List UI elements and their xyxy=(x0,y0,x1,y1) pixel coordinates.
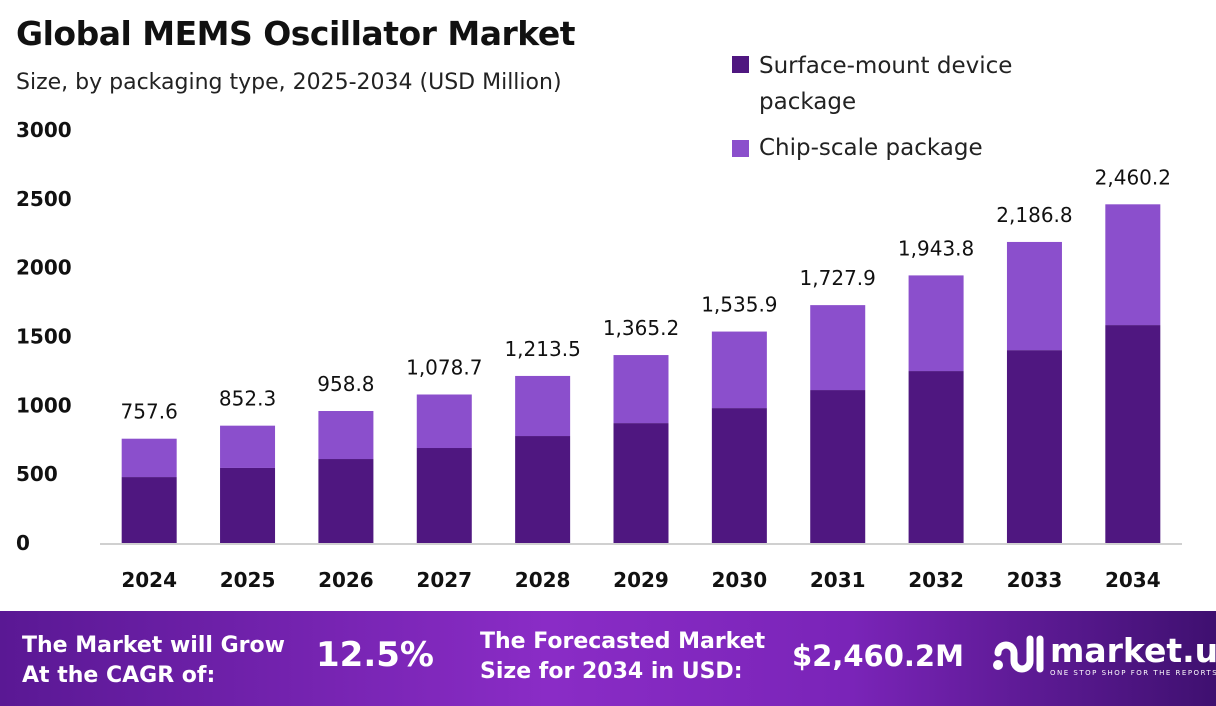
data-label: 852.3 xyxy=(219,387,276,411)
cagr-label-line: The Market will Grow xyxy=(22,633,285,658)
cagr-value: 12.5% xyxy=(316,635,434,675)
bar-segment-smd xyxy=(515,436,571,543)
y-tick-label: 0 xyxy=(16,531,30,555)
y-tick-label: 2000 xyxy=(16,256,72,280)
chart-subtitle: Size, by packaging type, 2025-2034 (USD … xyxy=(16,70,562,95)
logo-name: market.us xyxy=(1050,631,1216,670)
forecast-value: $2,460.2M xyxy=(792,639,964,673)
x-tick-label: 2031 xyxy=(810,568,866,592)
y-tick-label: 1500 xyxy=(16,325,72,349)
x-tick-label: 2026 xyxy=(318,568,374,592)
legend-label: Surface-mount device package xyxy=(759,53,1013,115)
forecast-label-line: Size for 2034 in USD: xyxy=(480,659,743,684)
legend-item-csp: Chip-scale package xyxy=(732,132,1059,164)
logo-tagline: ONE STOP SHOP FOR THE REPORTS xyxy=(1050,669,1216,677)
x-tick-label: 2033 xyxy=(1007,568,1063,592)
data-label: 2,460.2 xyxy=(1095,165,1171,189)
bar-segment-smd xyxy=(1105,325,1161,543)
bar-segment-smd xyxy=(908,371,964,543)
y-tick-label: 3000 xyxy=(16,118,72,142)
bar-segment-smd xyxy=(810,390,866,543)
data-label: 1,943.8 xyxy=(898,236,974,260)
bar-segment-csp xyxy=(1006,241,1062,351)
cagr-label-line: At the CAGR of: xyxy=(22,663,216,688)
bar-segment-smd xyxy=(220,467,276,543)
bar-segment-csp xyxy=(908,275,964,372)
summary-banner: The Market will Grow At the CAGR of: 12.5… xyxy=(0,611,1216,706)
legend-swatch xyxy=(732,56,749,73)
bar-segment-csp xyxy=(515,375,571,437)
bar-segment-smd xyxy=(1006,350,1062,543)
data-label: 2,186.8 xyxy=(996,203,1072,227)
bar-segment-smd xyxy=(121,477,177,543)
data-label: 1,213.5 xyxy=(504,337,580,361)
bar-segment-csp xyxy=(220,425,276,468)
x-tick-label: 2027 xyxy=(416,568,472,592)
forecast-label: The Forecasted Market Size for 2034 in US… xyxy=(480,627,765,687)
y-tick-label: 1000 xyxy=(16,393,72,417)
x-tick-label: 2032 xyxy=(908,568,964,592)
y-tick-label: 2500 xyxy=(16,187,72,211)
forecast-label-line: The Forecasted Market xyxy=(480,629,766,654)
x-tick-label: 2028 xyxy=(515,568,571,592)
cagr-label: The Market will Grow At the CAGR of: xyxy=(22,631,285,691)
x-tick-label: 2034 xyxy=(1105,568,1161,592)
bar-segment-smd xyxy=(711,408,767,543)
x-tick-label: 2030 xyxy=(712,568,768,592)
bar-segment-smd xyxy=(416,448,472,543)
bar-segment-csp xyxy=(711,331,767,409)
bar-segment-smd xyxy=(318,459,374,543)
legend: Surface-mount device package Chip-scale … xyxy=(732,48,1059,176)
x-tick-label: 2029 xyxy=(613,568,669,592)
bar-segment-csp xyxy=(416,394,472,449)
legend-swatch xyxy=(732,140,749,157)
plot-area: 0 500 1000 1500 2000 2500 3000 757.6 2024 852.3 20… xyxy=(16,118,1182,592)
x-tick-label: 2025 xyxy=(220,568,276,592)
data-label: 757.6 xyxy=(121,400,178,424)
bar-segment-csp xyxy=(810,305,866,391)
data-label: 1,727.9 xyxy=(800,266,876,290)
data-label: 1,535.9 xyxy=(701,293,777,317)
y-tick-label: 500 xyxy=(16,462,58,486)
legend-item-smd: Surface-mount device package xyxy=(732,48,1059,120)
bar-segment-smd xyxy=(613,423,669,543)
chart-title: Global MEMS Oscillator Market xyxy=(16,14,576,53)
bar-segment-csp xyxy=(318,411,374,460)
data-label: 1,365.2 xyxy=(603,316,679,340)
bar-segment-csp xyxy=(121,438,177,478)
x-tick-label: 2024 xyxy=(121,568,177,592)
bar-segment-csp xyxy=(613,355,669,424)
data-label: 1,078.7 xyxy=(406,355,482,379)
data-label: 958.8 xyxy=(317,372,374,396)
legend-label: Chip-scale package xyxy=(759,135,983,161)
bar-segment-csp xyxy=(1105,204,1161,326)
logo-icon xyxy=(993,635,1044,673)
